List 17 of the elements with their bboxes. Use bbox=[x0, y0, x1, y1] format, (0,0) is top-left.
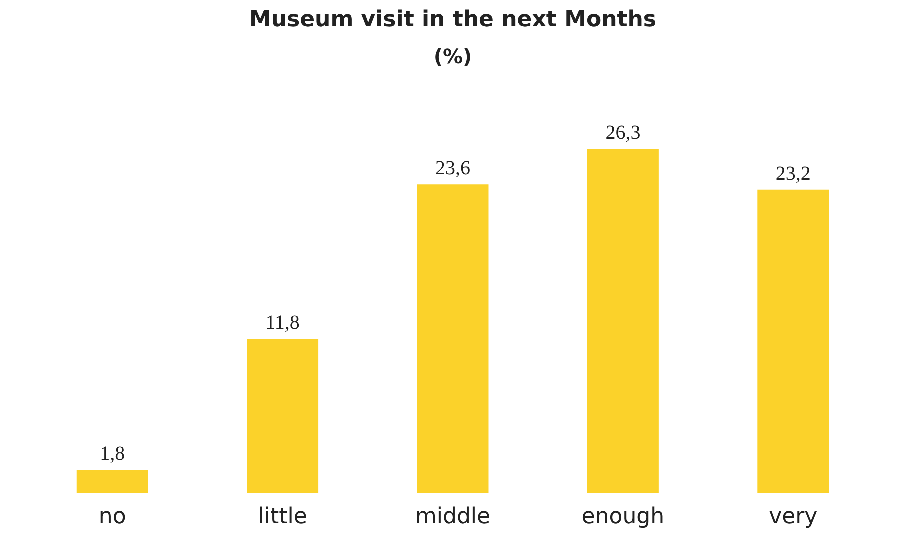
x-tick-label: little bbox=[258, 504, 308, 530]
bar bbox=[587, 149, 659, 494]
bar bbox=[417, 184, 489, 494]
data-label: 23,6 bbox=[436, 158, 470, 180]
x-tick-label: no bbox=[98, 504, 126, 530]
x-tick-label: middle bbox=[415, 504, 491, 530]
x-tick-label: enough bbox=[582, 504, 665, 530]
data-label: 26,3 bbox=[606, 122, 641, 144]
data-label: 23,2 bbox=[776, 162, 811, 185]
data-label: 11,8 bbox=[266, 312, 300, 334]
bar bbox=[758, 190, 830, 494]
x-tick-label: very bbox=[769, 504, 818, 530]
data-label: 1,8 bbox=[100, 442, 126, 465]
chart-subtitle: (%) bbox=[434, 44, 472, 68]
bar bbox=[247, 339, 319, 494]
bar bbox=[76, 470, 148, 494]
chart-title: Museum visit in the next Months bbox=[249, 8, 657, 32]
